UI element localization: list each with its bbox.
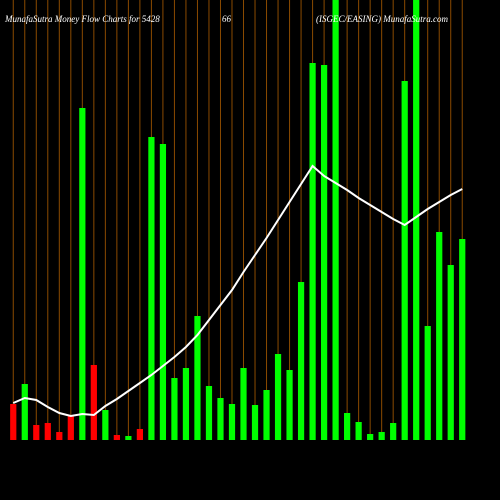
bar xyxy=(67,415,74,440)
bar xyxy=(401,81,408,440)
bar xyxy=(125,436,132,440)
bar xyxy=(10,404,17,440)
bar xyxy=(113,435,120,440)
bar xyxy=(332,0,339,440)
bar xyxy=(79,108,86,440)
bar xyxy=(182,368,190,440)
bar xyxy=(436,232,443,440)
bar xyxy=(355,422,362,440)
bar xyxy=(205,386,213,440)
chart-subtitle: 66 xyxy=(222,14,232,24)
bar xyxy=(251,405,259,440)
bar xyxy=(413,0,420,440)
line xyxy=(12,164,463,418)
bar xyxy=(367,434,374,440)
chart-title: MunafaSutra Money Flow Charts for 5428 xyxy=(4,14,160,24)
bar xyxy=(424,326,431,440)
bar xyxy=(390,423,397,440)
bar xyxy=(33,425,40,440)
bar xyxy=(159,144,167,440)
bar xyxy=(102,410,109,440)
bar xyxy=(148,137,155,440)
bar xyxy=(286,370,293,440)
chart-source: (ISGEC/EASING) MunafaSutra.com xyxy=(316,14,448,24)
bar xyxy=(171,378,178,440)
bar xyxy=(56,432,63,440)
bar xyxy=(228,404,236,440)
bar xyxy=(459,239,466,440)
bar xyxy=(274,354,282,440)
bar xyxy=(447,265,454,440)
bar xyxy=(320,65,328,440)
bar xyxy=(297,282,305,440)
bar xyxy=(217,398,224,440)
bar xyxy=(21,384,28,440)
bar xyxy=(344,413,351,440)
bar xyxy=(90,365,97,440)
bar xyxy=(263,390,270,440)
bar xyxy=(309,63,316,440)
bar xyxy=(378,432,385,440)
bar xyxy=(240,368,247,440)
bar xyxy=(136,429,144,440)
bar xyxy=(44,423,51,440)
bar xyxy=(194,316,201,440)
